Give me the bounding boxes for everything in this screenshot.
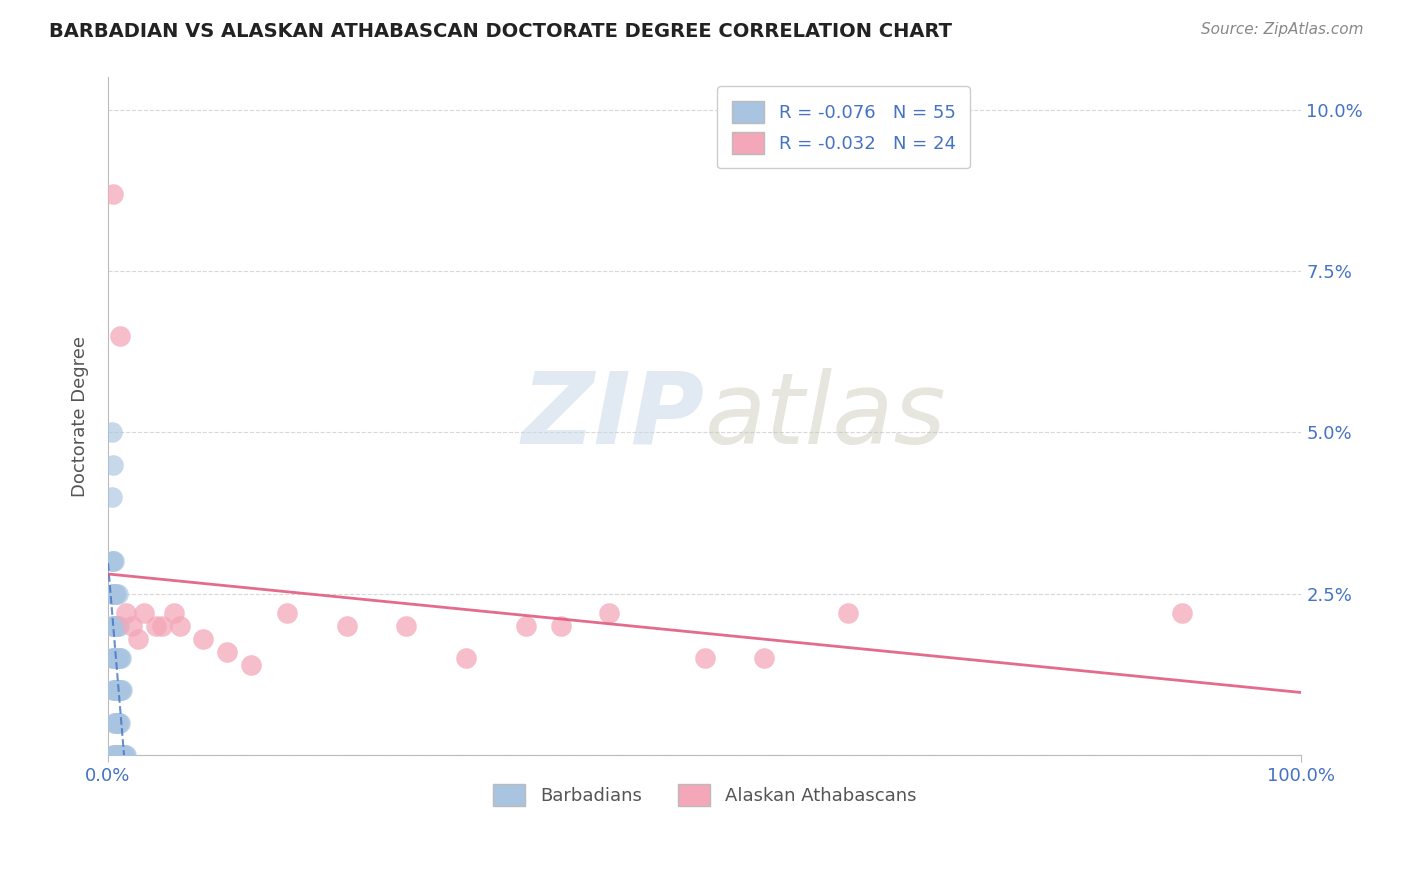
Point: [100, 586, 122, 600]
Point: [100, 490, 122, 504]
Point: [101, 458, 124, 472]
Point: [100, 651, 122, 665]
Point: [115, 606, 138, 620]
Point: [108, 715, 131, 730]
Text: BARBADIAN VS ALASKAN ATHABASCAN DOCTORATE DEGREE CORRELATION CHART: BARBADIAN VS ALASKAN ATHABASCAN DOCTORAT…: [49, 22, 952, 41]
Point: [105, 619, 128, 633]
Point: [101, 651, 124, 665]
Point: [107, 747, 129, 762]
Point: [107, 651, 129, 665]
Point: [103, 715, 125, 730]
Point: [112, 747, 135, 762]
Point: [107, 683, 129, 698]
Point: [101, 186, 124, 201]
Point: [107, 683, 129, 698]
Y-axis label: Doctorate Degree: Doctorate Degree: [72, 335, 89, 497]
Point: [101, 747, 124, 762]
Point: [101, 586, 124, 600]
Point: [145, 619, 167, 633]
Point: [101, 683, 124, 698]
Text: Source: ZipAtlas.com: Source: ZipAtlas.com: [1201, 22, 1364, 37]
Point: [754, 651, 776, 665]
Point: [217, 645, 239, 659]
Point: [110, 747, 132, 762]
Point: [107, 619, 129, 633]
Point: [104, 715, 127, 730]
Point: [108, 328, 131, 343]
Point: [150, 619, 173, 633]
Point: [162, 606, 184, 620]
Legend: Barbadians, Alaskan Athabascans: Barbadians, Alaskan Athabascans: [485, 777, 924, 814]
Point: [693, 651, 716, 665]
Point: [103, 683, 125, 698]
Point: [115, 747, 138, 762]
Point: [107, 651, 129, 665]
Point: [101, 619, 124, 633]
Point: [108, 747, 131, 762]
Point: [104, 651, 127, 665]
Point: [104, 747, 127, 762]
Point: [105, 715, 128, 730]
Point: [101, 554, 124, 568]
Point: [100, 425, 122, 440]
Point: [107, 619, 129, 633]
Point: [598, 606, 620, 620]
Point: [110, 683, 132, 698]
Point: [108, 683, 131, 698]
Point: [103, 747, 125, 762]
Point: [110, 651, 132, 665]
Point: [454, 651, 477, 665]
Point: [276, 606, 298, 620]
Point: [127, 632, 149, 646]
Point: [550, 619, 572, 633]
Point: [107, 586, 129, 600]
Point: [104, 683, 127, 698]
Point: [104, 586, 127, 600]
Point: [103, 651, 125, 665]
Point: [107, 747, 129, 762]
Point: [121, 619, 143, 633]
Point: [193, 632, 215, 646]
Point: [837, 606, 859, 620]
Text: atlas: atlas: [704, 368, 946, 465]
Point: [336, 619, 359, 633]
Point: [105, 586, 128, 600]
Point: [107, 715, 129, 730]
Point: [111, 747, 134, 762]
Point: [395, 619, 418, 633]
Point: [103, 554, 125, 568]
Point: [103, 619, 125, 633]
Point: [111, 683, 134, 698]
Point: [108, 651, 131, 665]
Point: [169, 619, 191, 633]
Point: [105, 651, 128, 665]
Point: [100, 554, 122, 568]
Point: [1171, 606, 1194, 620]
Point: [114, 747, 136, 762]
Point: [105, 747, 128, 762]
Point: [103, 586, 125, 600]
Point: [515, 619, 537, 633]
Point: [105, 683, 128, 698]
Point: [132, 606, 155, 620]
Point: [100, 619, 122, 633]
Point: [107, 715, 129, 730]
Point: [104, 619, 127, 633]
Text: ZIP: ZIP: [522, 368, 704, 465]
Point: [240, 657, 263, 672]
